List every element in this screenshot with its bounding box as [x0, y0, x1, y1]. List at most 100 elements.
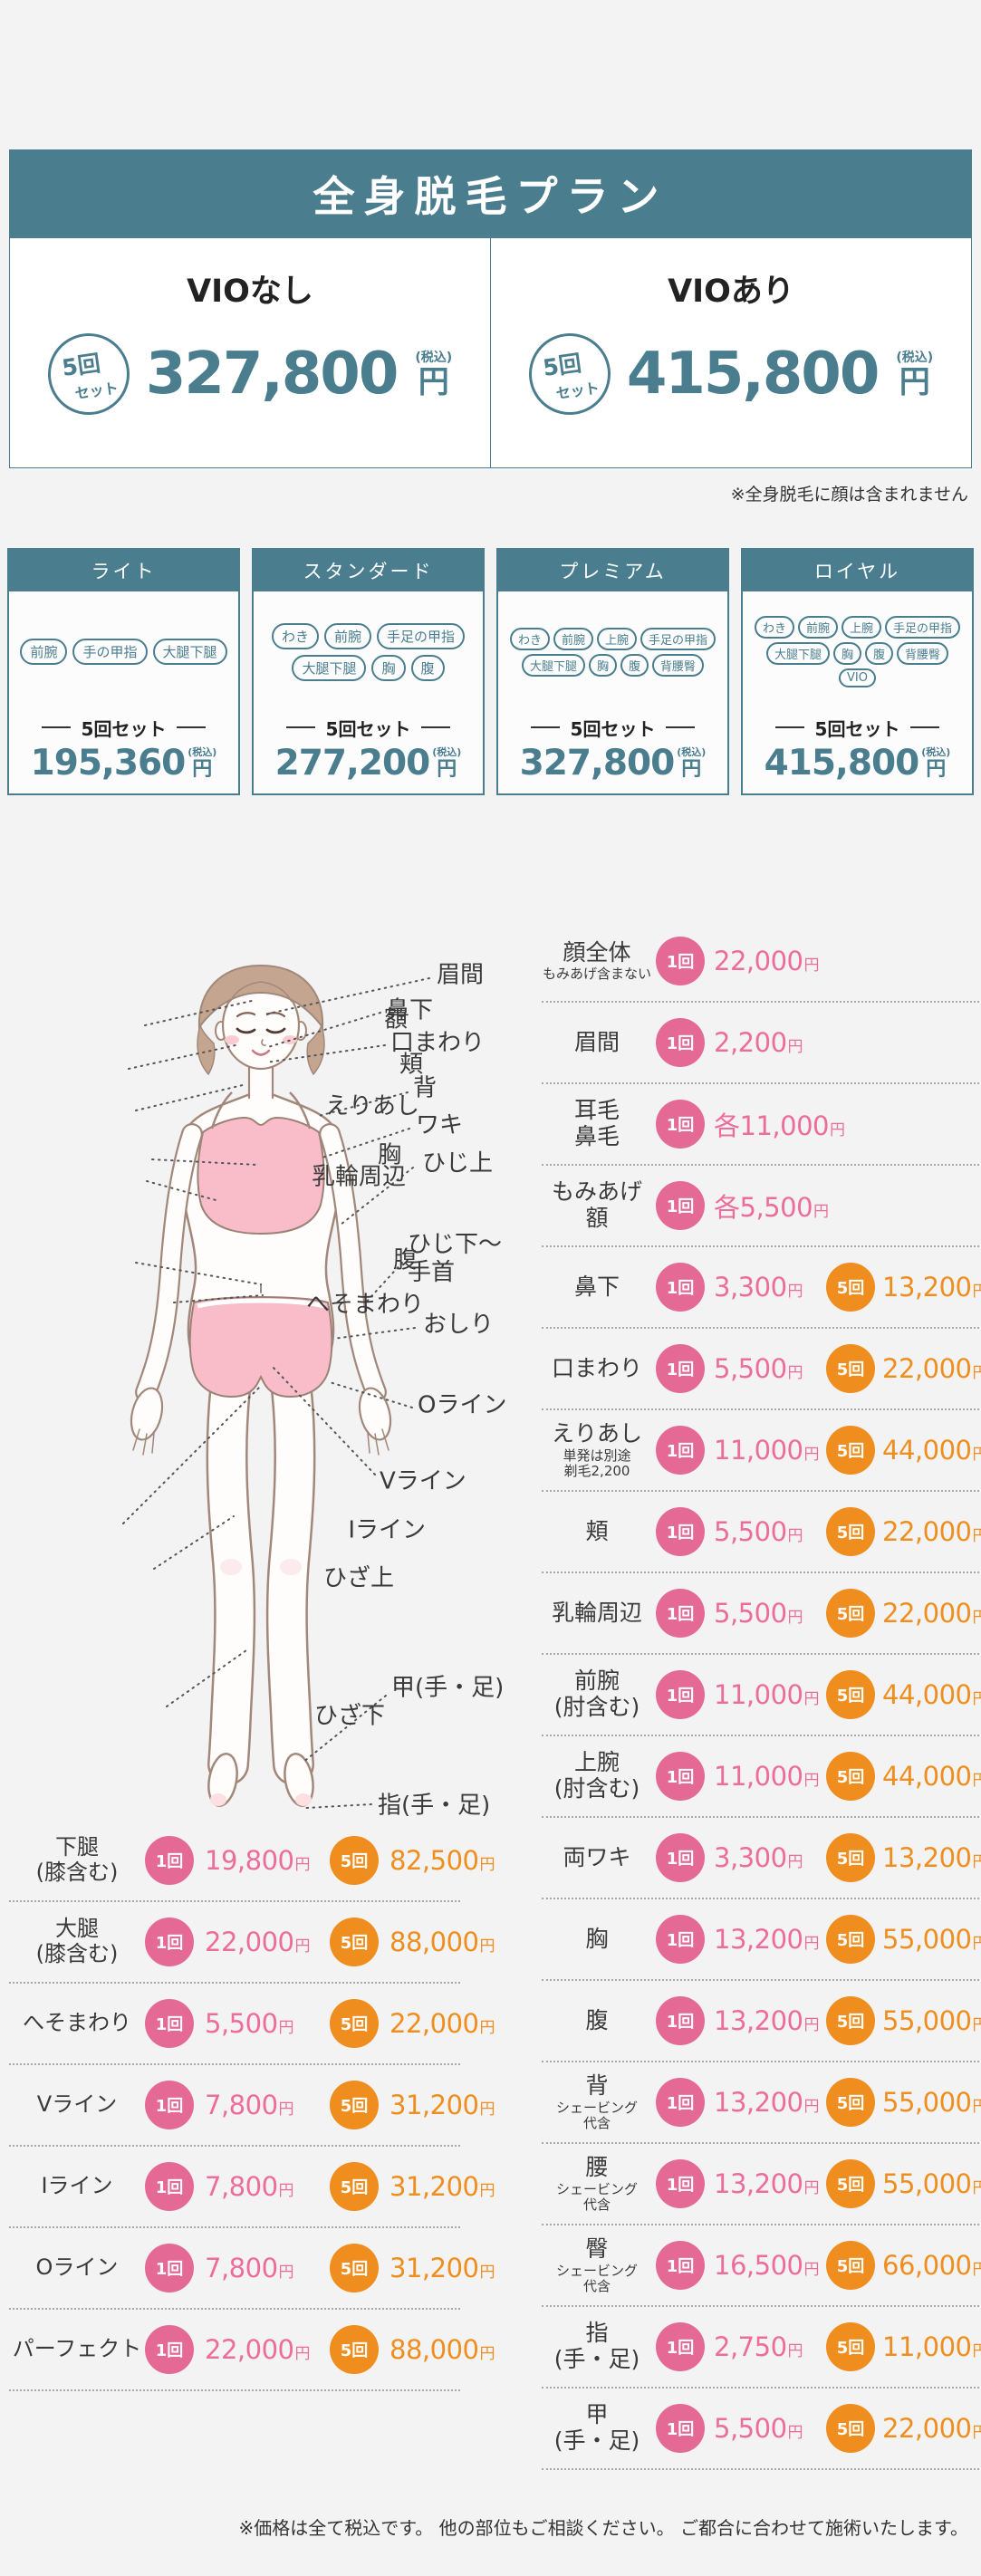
price-five: 13,200 円 — [882, 1842, 981, 1873]
price-once: 2,750 円 — [714, 2331, 803, 2362]
price-row: 顔全体 もみあげ含まない 1回 22,000 円 — [542, 921, 979, 1003]
leader-lines — [122, 977, 430, 1809]
price-once: 5,500 円 — [205, 2008, 294, 2039]
price-row: Vライン 1回 7,800 円 5回 31,200 円 — [9, 2065, 495, 2147]
set-count-label: 5回セット — [9, 715, 238, 741]
body-illustration — [122, 964, 430, 1809]
plan-name: VIOあり — [668, 274, 794, 310]
part-tag: VIO — [839, 668, 876, 688]
price-once: 13,200 円 — [714, 2087, 819, 2118]
price-row: えりあし 単発は別途 剃毛2,200 1回 11,000 円 5回 44,000 円 — [542, 1410, 981, 1492]
count-badge-1: 1回 — [656, 1996, 705, 2045]
count-badge-1: 1回 — [656, 1507, 705, 1556]
part-tag: 手足の甲指 — [377, 622, 466, 649]
part-tag: 胸 — [371, 654, 406, 681]
price-row-note: 単発は別途 剃毛2,200 — [563, 1447, 631, 1479]
part-tag: 前腕 — [553, 627, 593, 650]
count-badge-1: 1回 — [656, 2159, 705, 2208]
price-five: 82,500 円 — [390, 1845, 495, 1876]
count-badge-5: 5回 — [826, 2404, 875, 2453]
body-part-label: ひじ上 — [422, 1149, 494, 1177]
price-once: 16,500 円 — [714, 2250, 819, 2281]
yen-label: 円 — [418, 364, 449, 401]
part-tag: 前腕 — [797, 616, 838, 639]
price-five: 44,000 円 — [882, 1761, 981, 1792]
price-row: 口まわり 1回 5,500 円 5回 22,000 円 — [542, 1329, 981, 1410]
count-badge-1: 1回 — [656, 2404, 705, 2453]
price-row-label: えりあし 単発は別途 剃毛2,200 — [542, 1420, 652, 1479]
part-tag: 手の甲指 — [72, 639, 148, 666]
full-body-note: ※全身脱毛に顔は含まれません — [730, 485, 968, 505]
price-row-label: 乳輪周辺 — [551, 1599, 642, 1626]
price-once: 7,800 円 — [205, 2090, 294, 2120]
price-once: 11,000 円 — [714, 1435, 819, 1466]
count-badge-5: 5回 — [826, 1507, 875, 1556]
set-plan-price: 195,360 (税込) 円 — [30, 743, 217, 783]
price-row: 上腕 (肘含む) 1回 11,000 円 5回 44,000 円 — [542, 1736, 981, 1818]
count-badge-1: 1回 — [656, 1018, 705, 1067]
part-tag: 背腰臀 — [652, 653, 705, 677]
price-five: 88,000 円 — [390, 1927, 495, 1957]
price-row: 鼻下 1回 3,300 円 5回 13,200 円 — [542, 1247, 981, 1329]
count-badge-1: 1回 — [656, 1100, 705, 1149]
count-badge-5: 5回 — [330, 1836, 379, 1885]
part-tag: 手足の甲指 — [640, 627, 717, 650]
count-badge-5: 5回 — [826, 1752, 875, 1801]
set-plan-price: 327,800 (税込) 円 — [519, 743, 707, 783]
price-row: 頬 1回 5,500 円 5回 22,000 円 — [542, 1492, 981, 1573]
part-tag: わき — [271, 622, 319, 649]
price-row: 下腿 (膝含む) 1回 19,800 円 5回 82,500 円 — [9, 1821, 495, 1902]
price-row-label: Iライン — [41, 2173, 113, 2199]
part-tag: 腹 — [410, 654, 445, 681]
full-body-plan: VIOなし 5回 セット 327,800 (税込) 円 — [10, 238, 490, 467]
count-badge-5: 5回 — [826, 1670, 875, 1719]
body-part-label: Vライン — [380, 1467, 466, 1495]
body-part-label: 腹 — [392, 1246, 417, 1274]
set-plan-title: スタンダード — [254, 550, 483, 591]
body-part-label: ワキ — [416, 1111, 464, 1139]
price-once: 13,200 円 — [714, 2005, 819, 2036]
price-row: 胸 1回 13,200 円 5回 55,000 円 — [542, 1899, 981, 1981]
price-row-label: 甲 (手・足) — [553, 2401, 640, 2454]
price-once: 22,000 円 — [205, 2334, 310, 2365]
price-row-label: 大腿 (膝含む) — [35, 1916, 119, 1966]
price-five: 44,000 円 — [882, 1679, 981, 1710]
price-row-label: 頬 — [585, 1517, 609, 1544]
body-part-label: おしり — [423, 1311, 495, 1339]
count-badge-1: 1回 — [145, 1836, 194, 1885]
price-row: 腰 シェービング 代含 1回 13,200 円 5回 55,000 円 — [542, 2144, 981, 2225]
price-row-note: シェービング 代含 — [555, 2180, 638, 2213]
set-plan-price: 277,200 (税込) 円 — [274, 743, 462, 783]
count-badge-5: 5回 — [330, 1918, 379, 1966]
price-row: 乳輪周辺 1回 5,500 円 5回 22,000 円 — [542, 1573, 981, 1655]
price-row: パーフェクト 1回 22,000 円 5回 88,000 円 — [9, 2310, 495, 2391]
part-tag: 腹 — [865, 642, 894, 666]
five-set-badge: 5回 セット — [524, 328, 616, 420]
count-badge-5: 5回 — [826, 1344, 875, 1393]
part-tags: わき 前腕 上腕 手足の甲指 大腿下腿胸腹背腰臀 VIO — [743, 591, 972, 713]
part-tags: わき 前腕 手足の甲指 大腿下腿胸腹 — [254, 591, 483, 713]
count-badge-5: 5回 — [330, 2162, 379, 2211]
price-table-parts: 顔全体 もみあげ含まない 1回 22,000 円 眉間 1回 2,200 円 — [542, 921, 981, 2470]
count-badge-1: 1回 — [656, 2078, 705, 2127]
price-once: 13,200 円 — [714, 2168, 819, 2199]
price-five: 55,000 円 — [882, 2087, 981, 2118]
price-five: 22,000 円 — [882, 1598, 981, 1629]
count-badge-5: 5回 — [826, 1996, 875, 2045]
body-part-label: 指(手・足) — [378, 1792, 491, 1820]
count-badge-1: 1回 — [656, 1833, 705, 1882]
body-part-label: Iライン — [348, 1516, 426, 1544]
count-badge-5: 5回 — [826, 1915, 875, 1964]
price-table-lower-body: 下腿 (膝含む) 1回 19,800 円 5回 82,500 円 大腿 (膝含む) 1… — [9, 1821, 495, 2391]
count-badge-1: 1回 — [145, 2081, 194, 2129]
count-badge-1: 1回 — [656, 1915, 705, 1964]
price-five: 22,000 円 — [882, 2413, 981, 2444]
price-once: 3,300 円 — [714, 1272, 803, 1302]
count-badge-5: 5回 — [826, 1426, 875, 1475]
part-tag: 胸 — [832, 642, 861, 666]
full-body-plan-box: VIOなし 5回 セット 327,800 (税込) 円 VIOあり 5回 セット… — [9, 237, 972, 468]
count-badge-1: 1回 — [656, 1181, 705, 1230]
price-five: 22,000 円 — [882, 1353, 981, 1384]
price-row-label: 腰 シェービング 代含 — [542, 2154, 652, 2213]
